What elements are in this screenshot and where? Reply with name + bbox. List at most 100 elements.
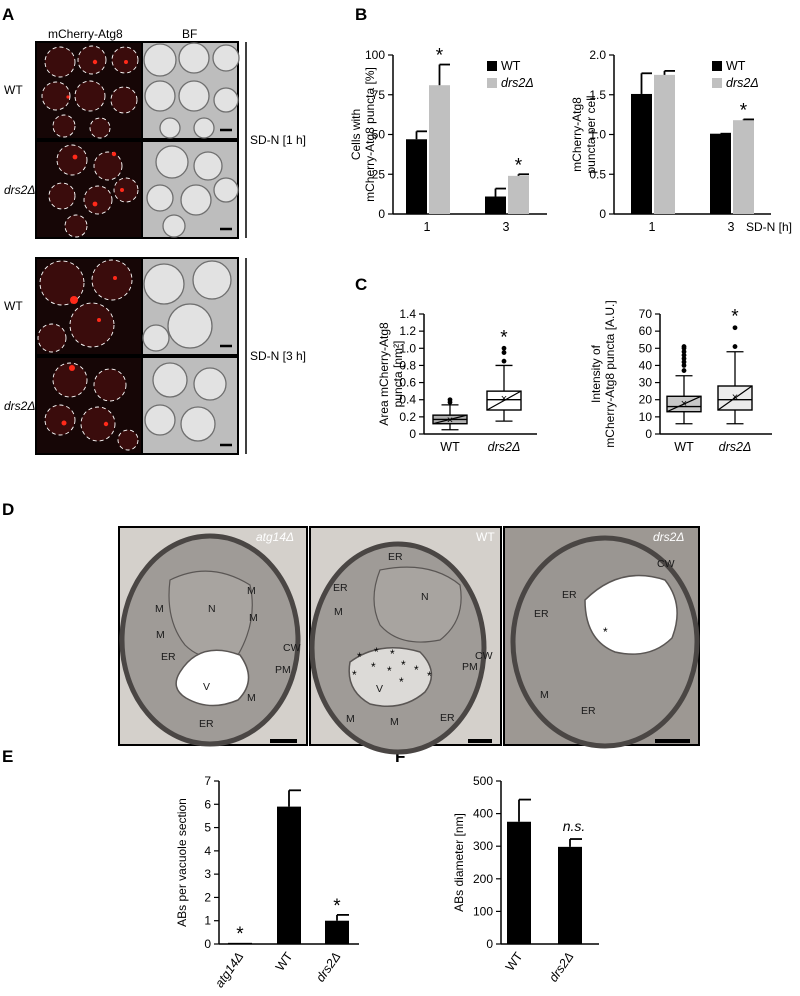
bar-wt (485, 196, 506, 214)
outlier-point (732, 344, 738, 349)
y-tick-label: 0.8 (399, 358, 416, 372)
bar-drs2 (508, 175, 529, 214)
em-title-drs2: drs2Δ (653, 530, 684, 544)
y-tick-label: 500 (473, 774, 493, 788)
panel-letter-c: C (355, 275, 367, 294)
panel-letter-a: A (2, 5, 14, 24)
y-tick-label: 0.5 (589, 167, 606, 181)
y-tick-label: 100 (473, 904, 493, 918)
em-vacuole-wt (348, 647, 433, 707)
y-tick-label: 6 (204, 797, 211, 811)
outlier-point (732, 325, 738, 331)
x-category-label: WT (440, 440, 460, 454)
svg-text:M: M (249, 612, 258, 624)
x-category-label: 1 (649, 220, 656, 234)
x-category-label: atg14Δ (212, 950, 246, 991)
significance-marker: * (515, 155, 523, 176)
cell-outlines-brightfield (142, 42, 240, 442)
svg-text:*: * (374, 645, 379, 659)
svg-text:CW: CW (283, 642, 301, 654)
y-tick-label: 20 (639, 393, 653, 407)
bar-wt (631, 93, 652, 214)
chart-b-left: 0 25 50 75 100 Cells withmCherry-Atg8 puncta … (349, 46, 547, 234)
y-tick-label: 60 (639, 324, 653, 338)
svg-text:M: M (346, 713, 355, 725)
non-significance-marker: n.s. (563, 818, 586, 834)
panel-a: mCherry-Atg8 BF (4, 27, 306, 455)
x-category-label: drs2Δ (313, 950, 343, 985)
legend-swatch (712, 78, 722, 88)
x-category-label: 3 (503, 220, 510, 234)
y-tick-label: 200 (473, 872, 493, 886)
legend-swatch (487, 78, 497, 88)
panel-letter-b: B (355, 5, 367, 24)
y-tick-label: 2.0 (589, 48, 606, 62)
y-tick-label: 50 (639, 341, 653, 355)
y-tick-label: 70 (639, 307, 653, 321)
chart-b-right: 0 0.5 1.0 1.5 2.0 mCherry-Atg8puncta per cell… (570, 48, 792, 234)
significance-marker: * (333, 896, 341, 917)
x-category-label: drs2Δ (546, 950, 576, 985)
panel-letter-e: E (2, 747, 13, 766)
outlier-point (501, 358, 507, 364)
significance-marker: * (740, 100, 748, 121)
y-tick-label: 1 (204, 914, 211, 928)
svg-text:V: V (203, 681, 210, 693)
svg-text:CW: CW (657, 558, 675, 570)
bar (228, 942, 252, 944)
svg-text:*: * (399, 675, 404, 689)
row-label-drs2-3h: drs2Δ (4, 399, 35, 413)
outlier-point (681, 344, 687, 349)
y-tick-label: 0 (378, 207, 385, 221)
svg-text:ER: ER (388, 551, 403, 563)
y-tick-label: 100 (365, 48, 385, 62)
svg-text:M: M (390, 716, 399, 728)
svg-text:M: M (247, 585, 256, 597)
svg-text:CW: CW (475, 650, 493, 662)
y-tick-label: 400 (473, 807, 493, 821)
row-label-drs2-1h: drs2Δ (4, 183, 35, 197)
y-tick-label: 0 (204, 937, 211, 951)
panel-d: atg14Δ N M M M M ER CW PM V M ER WT ER E… (118, 526, 700, 755)
y-tick-label: 75 (372, 88, 386, 102)
svg-text:*: * (387, 664, 392, 678)
bar-drs2 (733, 120, 754, 214)
svg-text:*: * (357, 650, 362, 664)
em-scale-bar-2 (468, 739, 492, 743)
svg-text:N: N (208, 603, 216, 615)
row-label-wt-3h: WT (4, 299, 23, 313)
bar (277, 806, 301, 944)
y-tick-label: 0 (599, 207, 606, 221)
em-nucleus-wt (373, 566, 462, 643)
svg-text:*: * (390, 647, 395, 661)
svg-text:M: M (540, 689, 549, 701)
em-labels-wt: ER ER N M V CW PM M M ER (333, 551, 493, 728)
box-mean-marker: × (447, 414, 453, 426)
condition-label-1h: SD-N [1 h] (250, 133, 306, 147)
svg-text:V: V (376, 683, 383, 695)
svg-text:PM: PM (275, 664, 291, 676)
legend-label: WT (726, 59, 746, 73)
box-diagonal (666, 395, 702, 413)
x-category-label: 3 (728, 220, 735, 234)
outlier-point (681, 359, 687, 365)
panel-letter-d: D (2, 500, 14, 519)
svg-text:ER: ER (534, 608, 549, 620)
em-scale-bar-1 (270, 739, 297, 743)
bar-drs2 (654, 74, 675, 214)
svg-text:ER: ER (562, 589, 577, 601)
y-axis-label: Intensity ofmCherry-Atg8 puncta [A.U.] (589, 300, 617, 447)
box-diagonal (432, 414, 468, 425)
y-tick-label: 1.2 (399, 324, 416, 338)
scale-bars (220, 128, 232, 447)
significance-marker: * (500, 327, 508, 348)
svg-text:N: N (421, 591, 429, 603)
y-tick-label: 0 (486, 937, 493, 951)
box-mean-marker: × (681, 398, 687, 410)
y-tick-label: 1.4 (399, 307, 416, 321)
column-header-bf: BF (182, 27, 197, 41)
svg-text:*: * (427, 669, 432, 683)
svg-text:M: M (334, 606, 343, 618)
box-mean-marker: × (732, 391, 738, 403)
